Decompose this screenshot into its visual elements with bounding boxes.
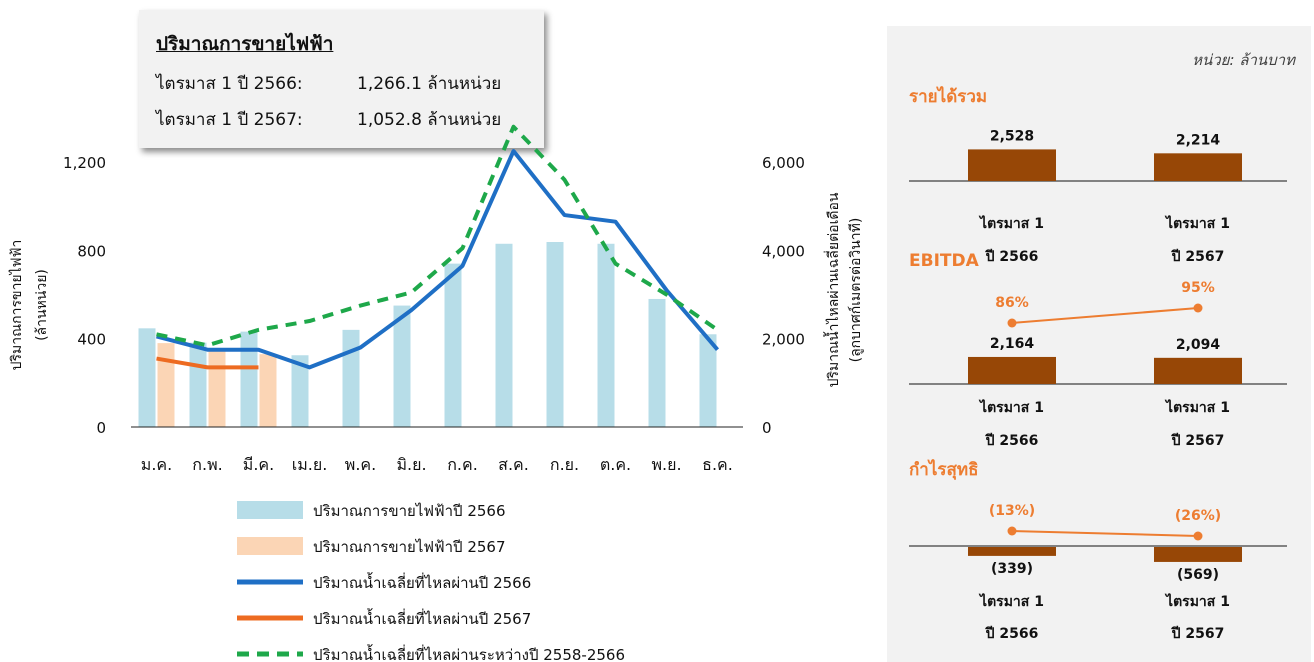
margin-point [1193, 303, 1203, 313]
y2-tick-label: 6,000 [762, 154, 805, 172]
margin-point [1007, 318, 1017, 328]
monthly-sales-flow-chart: ปริมาณการขายไฟฟ้า (ล้านหน่วย) ปริมาณน้ำไ… [8, 124, 864, 662]
x-tick-label: ก.ย. [550, 455, 579, 474]
period-label: ไตรมาส 1 [978, 398, 1044, 416]
y-tick-label: 1,200 [63, 154, 106, 172]
revenue-title: รายได้รวม [909, 87, 988, 107]
x-tick-label: ม.ค. [141, 455, 172, 474]
y-tick-label: 400 [77, 331, 106, 349]
legend-label: ปริมาณน้ำเฉลี่ยที่ไหลผ่านปี 2566 [313, 572, 531, 592]
bar-value-label: 2,094 [1176, 337, 1221, 353]
bar-sales-2566 [138, 328, 156, 427]
bar-sales-2566 [291, 355, 309, 427]
bar-sales-2566 [240, 331, 258, 427]
bar-sales-2566 [189, 342, 207, 427]
y-axis-unit: (ล้านหน่วย) [34, 269, 50, 341]
period-year-label: ปี 2566 [984, 433, 1038, 449]
electricity-sales-summary-box: ปริมาณการขายไฟฟ้า ไตรมาส 1 ปี 2566: 1,26… [139, 10, 544, 148]
margin-label: 95% [1181, 280, 1215, 296]
financial-summary-panel: หน่วย: ล้านบาท รายได้รวม EBITDA กำไรสุทธ… [887, 26, 1311, 662]
period-label: ไตรมาส 1 [1164, 214, 1230, 232]
margin-point [1007, 526, 1017, 536]
margin-label: (13%) [989, 503, 1035, 519]
summary-row-label: ไตรมาส 1 ปี 2567: [156, 110, 303, 130]
bar-sales-2567 [259, 354, 277, 427]
legend-label: ปริมาณการขายไฟฟ้าปี 2567 [313, 538, 506, 556]
legend-label: ปริมาณน้ำเฉลี่ยที่ไหลผ่านปี 2567 [313, 608, 531, 628]
bar-sales-2566 [546, 241, 564, 427]
financial-bar [968, 149, 1056, 181]
x-tick-label: เม.ย. [292, 455, 328, 474]
summary-row-label: ไตรมาส 1 ปี 2566: [156, 74, 303, 94]
ebitda-title: EBITDA [909, 251, 979, 271]
financial-charts: 2,528 ไตรมาส 1 ปี 2566 2,214 ไตรมาส 1 ปี 2567… [909, 128, 1287, 642]
bar-sales-2566 [648, 298, 666, 427]
summary-row-value: 1,266.1 ล้านหน่วย [357, 74, 502, 94]
legend-label: ปริมาณการขายไฟฟ้าปี 2566 [313, 502, 506, 520]
line-flow-average-2558-2566 [156, 124, 719, 348]
legend-label: ปริมาณน้ำเฉลี่ยที่ไหลผ่านระหว่างปี 2558-… [313, 644, 625, 662]
financial-bar [1154, 153, 1242, 181]
period-year-label: ปี 2567 [1170, 249, 1224, 265]
y2-tick-label: 0 [762, 419, 772, 437]
chart-legend: ปริมาณการขายไฟฟ้าปี 2566 ปริมาณการขายไฟฟ้… [237, 501, 625, 662]
summary-title: ปริมาณการขายไฟฟ้า [156, 33, 334, 55]
x-tick-label: ก.ค. [447, 455, 478, 474]
bar-sales-2567 [208, 350, 226, 427]
bar-sales-2566 [699, 334, 717, 427]
summary-row-value: 1,052.8 ล้านหน่วย [357, 110, 502, 130]
summary-row-2566: ไตรมาส 1 ปี 2566: 1,266.1 ล้านหน่วย [156, 70, 501, 97]
period-year-label: ปี 2567 [1170, 433, 1224, 449]
period-label: ไตรมาส 1 [978, 214, 1044, 232]
bar-value-label: (339) [991, 561, 1033, 577]
x-tick-label: ธ.ค. [702, 455, 733, 474]
x-tick-label: มี.ค. [243, 455, 274, 474]
margin-line [1011, 307, 1199, 324]
y2-tick-label: 2,000 [762, 331, 805, 349]
period-label: ไตรมาส 1 [1164, 398, 1230, 416]
y-axis-title: ปริมาณการขายไฟฟ้า [8, 240, 25, 371]
net-profit-title: กำไรสุทธิ [909, 460, 979, 480]
legend-swatch [237, 501, 303, 519]
margin-label: (26%) [1175, 508, 1221, 524]
financial-bar [968, 547, 1056, 556]
summary-row-2567: ไตรมาส 1 ปี 2567: 1,052.8 ล้านหน่วย [156, 106, 501, 133]
bar-value-label: 2,214 [1176, 132, 1221, 148]
bar-sales-2567 [157, 343, 175, 427]
x-tick-label: ส.ค. [498, 455, 529, 474]
margin-label: 86% [995, 295, 1029, 311]
x-tick-label: มิ.ย. [396, 455, 426, 474]
y2-axis-unit: (ลูกบาศก์เมตรต่อวินาที) [847, 218, 864, 363]
bar-value-label: 2,164 [990, 336, 1035, 352]
financial-bar [1154, 547, 1242, 562]
bar-sales-2566 [444, 263, 462, 427]
unit-label: หน่วย: ล้านบาท [1192, 51, 1295, 69]
period-year-label: ปี 2566 [984, 249, 1038, 265]
bar-value-label: (569) [1177, 567, 1219, 583]
financial-bar [1154, 357, 1242, 384]
x-tick-label: ต.ค. [600, 455, 631, 474]
legend-swatch [237, 537, 303, 555]
bar-sales-2566 [342, 329, 360, 427]
x-tick-label: พ.ย. [651, 455, 681, 474]
x-tick-label: ก.พ. [192, 455, 222, 474]
x-tick-label: พ.ค. [345, 455, 376, 474]
margin-line [1011, 530, 1199, 537]
period-year-label: ปี 2567 [1170, 626, 1224, 642]
y2-tick-label: 4,000 [762, 242, 805, 260]
financial-bar [968, 356, 1056, 384]
line-flow-2567 [156, 356, 259, 370]
y2-axis-title: ปริมาณน้ำไหลผ่านเฉลี่ยต่อเดือน [823, 192, 842, 387]
margin-point [1193, 531, 1203, 541]
bar-value-label: 2,528 [990, 128, 1034, 144]
period-label: ไตรมาส 1 [1164, 592, 1230, 610]
period-label: ไตรมาส 1 [978, 592, 1044, 610]
bar-sales-2566 [597, 243, 615, 427]
y-tick-label: 0 [96, 419, 106, 437]
period-year-label: ปี 2566 [984, 626, 1038, 642]
y-tick-label: 800 [77, 242, 106, 260]
line-flow-2566 [155, 149, 720, 370]
bar-sales-2566 [393, 305, 411, 427]
bar-sales-2566 [495, 243, 513, 427]
